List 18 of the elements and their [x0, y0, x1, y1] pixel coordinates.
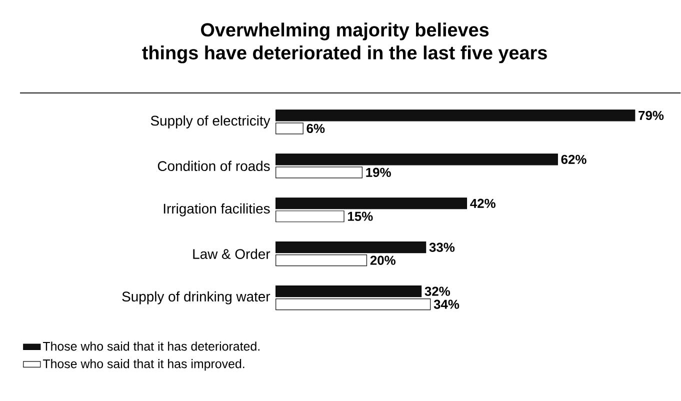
data-label: 20% — [370, 256, 396, 266]
data-label: 62% — [561, 154, 586, 164]
y-tick-label: Condition of roads — [158, 160, 270, 172]
data-label: 42% — [470, 198, 496, 208]
data-label: 32% — [424, 286, 450, 296]
data-label: 6% — [306, 124, 325, 134]
data-label: 34% — [434, 300, 460, 310]
data-label: 19% — [366, 168, 391, 178]
y-tick-label: Irrigation facilities — [164, 203, 270, 216]
y-tick-label: Law & Order — [193, 248, 270, 260]
y-tick-label: Supply of drinking water — [122, 291, 270, 304]
legend-label: Those who said that it has improved. — [42, 359, 244, 371]
y-tick-label: Supply of electricity — [150, 116, 270, 129]
chart-title: Overwhelming majority believes things have deteriorated in the last five years — [142, 22, 547, 64]
data-label: 15% — [348, 212, 373, 222]
data-label: 79% — [638, 110, 664, 120]
legend-label: Those who said that it has deteriorated. — [42, 342, 260, 351]
data-label: 33% — [429, 242, 455, 252]
